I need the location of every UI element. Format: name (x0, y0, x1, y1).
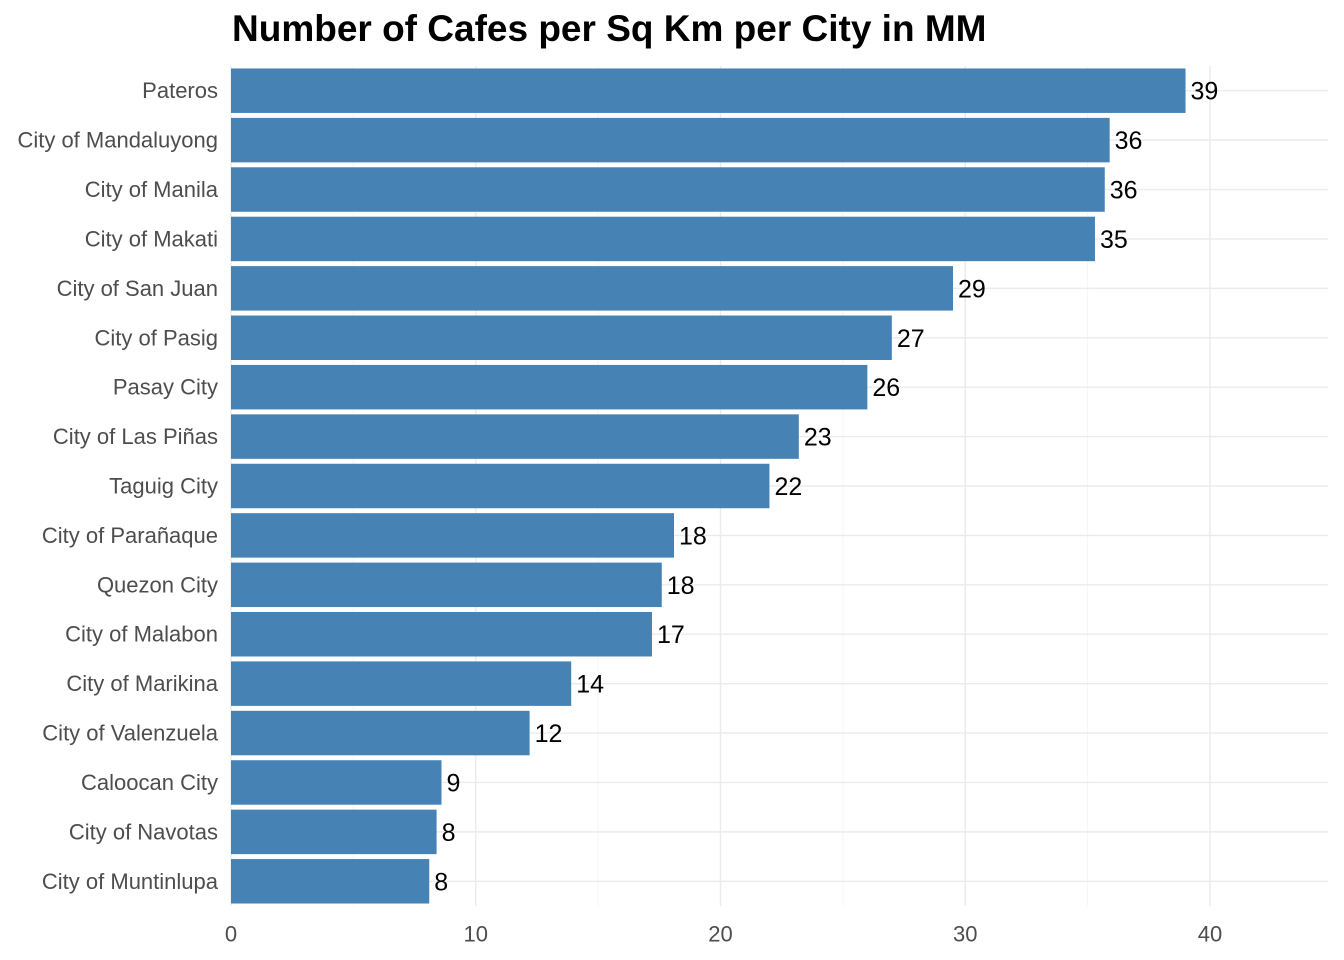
x-axis-tick-labels: 0 10 20 30 40 (225, 922, 1222, 947)
category-label: City of Pasig (95, 325, 219, 350)
value-label: 14 (576, 671, 604, 699)
value-label: 17 (657, 621, 685, 649)
category-label: Quezon City (97, 572, 218, 597)
chart-title: Number of Cafes per Sq Km per City in MM (232, 8, 987, 49)
category-label: City of Parañaque (42, 523, 218, 548)
category-label: City of Marikina (66, 671, 218, 696)
category-label: Taguig City (109, 474, 218, 499)
value-label: 35 (1100, 226, 1128, 254)
value-label: 18 (679, 522, 707, 550)
value-label: 12 (535, 720, 563, 748)
bar (231, 612, 652, 657)
category-label: City of Navotas (69, 819, 218, 844)
bar (231, 809, 437, 855)
value-label: 27 (897, 325, 925, 353)
category-label: Pateros (142, 78, 218, 103)
bar (231, 463, 770, 509)
category-label: City of Muntinlupa (42, 869, 219, 894)
x-tick-label: 40 (1198, 922, 1222, 947)
x-tick-label: 20 (708, 922, 732, 947)
category-label: Caloocan City (81, 770, 218, 795)
value-label: 9 (446, 769, 460, 797)
value-label: 26 (872, 374, 900, 402)
category-labels: Pateros City of Mandaluyong City of Manila… (17, 78, 218, 894)
category-label: City of Makati (85, 226, 218, 251)
x-tick-label: 10 (464, 922, 488, 947)
bar (231, 562, 662, 608)
bar (231, 859, 430, 904)
value-label: 23 (804, 424, 832, 452)
category-label: City of Manila (85, 177, 219, 202)
value-label: 22 (774, 473, 802, 501)
value-label: 8 (442, 819, 456, 847)
category-label: City of Mandaluyong (17, 128, 218, 153)
bar (231, 513, 674, 558)
category-label: City of Valenzuela (42, 721, 218, 746)
value-label: 18 (667, 572, 695, 600)
x-tick-label: 30 (953, 922, 977, 947)
bar (231, 414, 799, 459)
bar (231, 266, 954, 311)
bar (231, 710, 530, 756)
category-label: Pasay City (113, 375, 218, 400)
category-label: City of San Juan (57, 276, 218, 301)
bar (231, 661, 572, 706)
x-tick-label: 0 (225, 922, 237, 947)
value-label: 8 (434, 868, 448, 896)
bar (231, 315, 892, 360)
category-label: City of Las Piñas (53, 424, 218, 449)
bar (231, 117, 1110, 163)
category-label: City of Malabon (65, 622, 218, 647)
bar (231, 760, 442, 805)
value-label: 39 (1191, 78, 1219, 106)
bar (231, 364, 868, 410)
bar (231, 216, 1095, 262)
value-label: 29 (958, 275, 986, 303)
value-label: 36 (1115, 127, 1143, 155)
bar (231, 167, 1105, 212)
value-label: 36 (1110, 177, 1138, 205)
bars (231, 68, 1186, 904)
bar (231, 68, 1186, 113)
